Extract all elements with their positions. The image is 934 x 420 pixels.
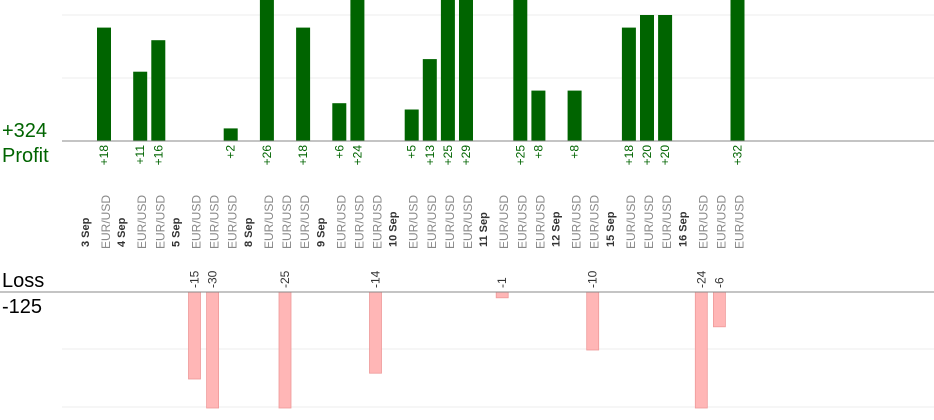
pair-tick-label: EUR/USD bbox=[226, 195, 240, 249]
profit-data-label: +26 bbox=[260, 145, 274, 166]
date-tick-label: 4 Sep bbox=[116, 217, 128, 247]
date-tick-label: 9 Sep bbox=[315, 217, 327, 247]
profit-bar bbox=[440, 0, 455, 141]
date-tick-label: 15 Sep bbox=[605, 211, 617, 247]
loss-bar bbox=[694, 291, 708, 409]
loss-bar bbox=[495, 291, 509, 299]
profit-data-label: +29 bbox=[459, 145, 473, 166]
pair-tick-label: EUR/USD bbox=[533, 195, 547, 249]
loss-data-label: -1 bbox=[495, 277, 509, 288]
profit-bar bbox=[422, 59, 437, 141]
profit-data-label: +18 bbox=[622, 145, 636, 166]
profit-bar bbox=[350, 0, 365, 141]
loss-bar bbox=[188, 291, 201, 380]
pair-tick-label: EUR/USD bbox=[733, 195, 747, 249]
loss-data-label: -6 bbox=[712, 277, 726, 288]
pair-tick-label: EUR/USD bbox=[407, 195, 421, 249]
profit-data-label: +8 bbox=[568, 145, 582, 159]
profit-bar bbox=[658, 15, 673, 141]
pair-tick-label: EUR/USD bbox=[624, 195, 638, 249]
profit-data-label: +6 bbox=[332, 145, 346, 159]
profit-bar bbox=[513, 0, 528, 141]
profit-bar bbox=[640, 15, 654, 141]
profit-data-label: +5 bbox=[405, 145, 419, 159]
pair-tick-label: EUR/USD bbox=[280, 195, 294, 249]
pair-tick-label: EUR/USD bbox=[443, 195, 457, 249]
loss-data-label: -30 bbox=[206, 270, 220, 288]
loss-label: Loss bbox=[2, 270, 45, 292]
profit-bar bbox=[567, 90, 582, 141]
date-tick-label: 5 Sep bbox=[171, 217, 183, 247]
profit-bar bbox=[531, 90, 546, 141]
profit-bar bbox=[332, 103, 347, 141]
date-tick-label: 3 Sep bbox=[80, 217, 92, 247]
loss-bar bbox=[586, 291, 600, 351]
date-tick-label: 12 Sep bbox=[551, 211, 563, 247]
profit-data-label: +2 bbox=[224, 145, 238, 159]
loss-bar bbox=[206, 291, 220, 409]
pair-tick-label: EUR/USD bbox=[515, 195, 529, 249]
loss-data-label: -25 bbox=[278, 270, 292, 288]
loss-data-label: -24 bbox=[694, 270, 708, 288]
pair-tick-label: EUR/USD bbox=[696, 195, 710, 249]
profit-bar bbox=[133, 71, 148, 141]
pair-tick-label: EUR/USD bbox=[262, 195, 276, 249]
profit-data-label: +25 bbox=[441, 145, 455, 166]
profit-bar bbox=[621, 27, 636, 142]
pair-tick-label: EUR/USD bbox=[497, 195, 511, 249]
pair-tick-label: EUR/USD bbox=[371, 195, 385, 249]
date-tick-label: 16 Sep bbox=[677, 211, 689, 247]
profit-bar bbox=[296, 27, 311, 142]
pair-tick-label: EUR/USD bbox=[425, 195, 439, 249]
pair-tick-label: EUR/USD bbox=[588, 195, 602, 249]
profit-data-label: +8 bbox=[531, 145, 545, 159]
bar-series: +18 +11 +16 -15 -30 +2 +26 -25 +18 +6 +24 -14 +5 +13 +… bbox=[97, 0, 745, 409]
pair-tick-label: EUR/USD bbox=[153, 195, 167, 249]
profit-data-label: +18 bbox=[97, 145, 111, 166]
pair-tick-label: EUR/USD bbox=[298, 195, 312, 249]
loss-bar bbox=[369, 291, 382, 374]
loss-data-label: -15 bbox=[188, 270, 202, 288]
profit-bar bbox=[97, 27, 111, 142]
pair-tick-label: EUR/USD bbox=[352, 195, 366, 249]
loss-data-label: -10 bbox=[586, 270, 600, 288]
axis-labels: 3 Sep EUR/USD 4 Sep EUR/USD EUR/USD 5 Sep EUR/… bbox=[80, 195, 747, 249]
profit-bar bbox=[259, 0, 274, 141]
profit-data-label: +20 bbox=[640, 145, 654, 166]
profit-data-label: +25 bbox=[513, 145, 527, 166]
loss-bar bbox=[713, 291, 726, 328]
profit-bar bbox=[151, 40, 166, 142]
pair-tick-label: EUR/USD bbox=[99, 195, 113, 249]
profit-data-label: +32 bbox=[731, 145, 745, 166]
profit-total: +324 bbox=[2, 120, 48, 142]
profit-bar bbox=[223, 128, 238, 141]
profit-bar bbox=[404, 109, 419, 141]
pair-tick-label: EUR/USD bbox=[190, 195, 204, 249]
profit-data-label: +18 bbox=[296, 145, 310, 166]
pair-tick-label: EUR/USD bbox=[714, 195, 728, 249]
pair-tick-label: EUR/USD bbox=[570, 195, 584, 249]
profit-data-label: +13 bbox=[423, 145, 437, 166]
profit-data-label: +20 bbox=[658, 145, 672, 166]
profit-bar bbox=[459, 0, 473, 141]
profit-data-label: +24 bbox=[350, 145, 364, 166]
profit-bar bbox=[730, 0, 745, 141]
pair-tick-label: EUR/USD bbox=[642, 195, 656, 249]
pair-tick-label: EUR/USD bbox=[660, 195, 674, 249]
date-tick-label: 10 Sep bbox=[388, 211, 400, 247]
loss-total: -125 bbox=[2, 296, 43, 318]
loss-data-label: -14 bbox=[369, 270, 383, 288]
profit-data-label: +16 bbox=[151, 145, 165, 166]
pair-tick-label: EUR/USD bbox=[334, 195, 348, 249]
profit-label: Profit bbox=[2, 145, 49, 167]
date-tick-label: 8 Sep bbox=[243, 217, 255, 247]
pair-tick-label: EUR/USD bbox=[135, 195, 149, 249]
pair-tick-label: EUR/USD bbox=[208, 195, 222, 249]
pair-tick-label: EUR/USD bbox=[461, 195, 475, 249]
loss-bar bbox=[278, 291, 292, 409]
profit-data-label: +11 bbox=[133, 145, 147, 165]
date-tick-label: 11 Sep bbox=[478, 212, 490, 247]
